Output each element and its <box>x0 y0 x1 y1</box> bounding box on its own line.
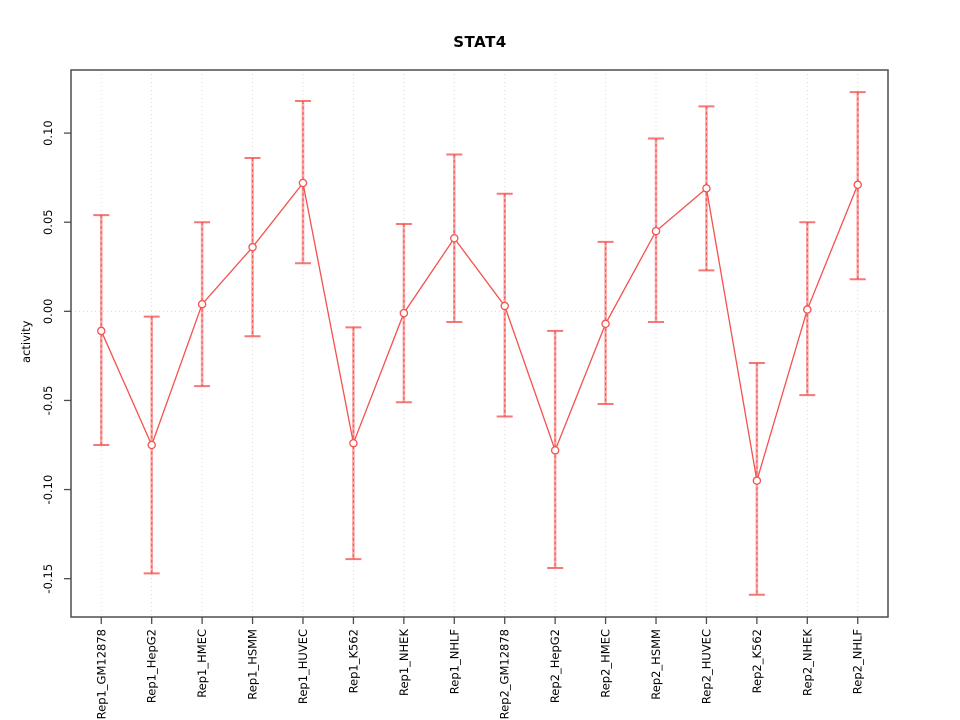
x-tick-label: Rep1_HepG2 <box>145 629 159 703</box>
data-series-line <box>100 181 859 481</box>
y-tick-label: -0.10 <box>41 475 55 505</box>
x-tick-label: Rep1_HMEC <box>195 629 209 698</box>
y-tick-label: 0.00 <box>41 299 55 325</box>
x-tick-label: Rep2_GM12878 <box>498 629 512 719</box>
plot-border-box <box>70 69 889 618</box>
x-tick-label: Rep1_NHLF <box>447 629 461 694</box>
data-point-marker <box>853 180 862 190</box>
data-point-marker <box>197 299 207 309</box>
x-tick-label: Rep1_NHEK <box>397 629 411 696</box>
data-point-marker <box>349 438 358 448</box>
x-tick-label: Rep2_NHLF <box>851 629 865 694</box>
y-tick-label: 0.10 <box>41 120 55 146</box>
data-point-marker <box>651 226 661 236</box>
x-tick-label: Rep2_HSMM <box>649 629 663 700</box>
data-point-marker <box>248 242 257 252</box>
x-tick-label: Rep2_NHEK <box>800 629 814 696</box>
x-tick-label: Rep1_K562 <box>346 629 360 693</box>
x-tick-label: Rep2_HMEC <box>599 629 613 698</box>
data-point-marker <box>97 326 106 336</box>
x-tick-label: Rep2_HUVEC <box>699 629 713 704</box>
data-point-marker <box>500 301 509 311</box>
data-point-marker <box>550 446 560 455</box>
x-tick-label: Rep2_K562 <box>750 629 764 693</box>
data-point-marker <box>147 440 156 450</box>
data-point-marker <box>752 476 762 485</box>
y-tick-label: -0.15 <box>41 564 55 594</box>
data-point-marker <box>450 234 459 243</box>
y-tick-label: 0.05 <box>41 209 55 235</box>
data-point-marker <box>702 184 711 193</box>
x-tick-label: Rep2_HepG2 <box>548 629 562 703</box>
data-point-marker <box>803 305 812 314</box>
x-tick-label: Rep1_GM12878 <box>94 629 108 719</box>
x-tick-label: Rep1_HUVEC <box>296 629 310 704</box>
y-tick-label: -0.05 <box>41 386 55 416</box>
data-point-marker <box>399 308 409 318</box>
data-point-marker <box>298 178 308 188</box>
data-point-marker <box>601 319 610 329</box>
x-tick-label: Rep1_HSMM <box>246 629 260 700</box>
chart-title: STAT4 <box>453 33 507 51</box>
